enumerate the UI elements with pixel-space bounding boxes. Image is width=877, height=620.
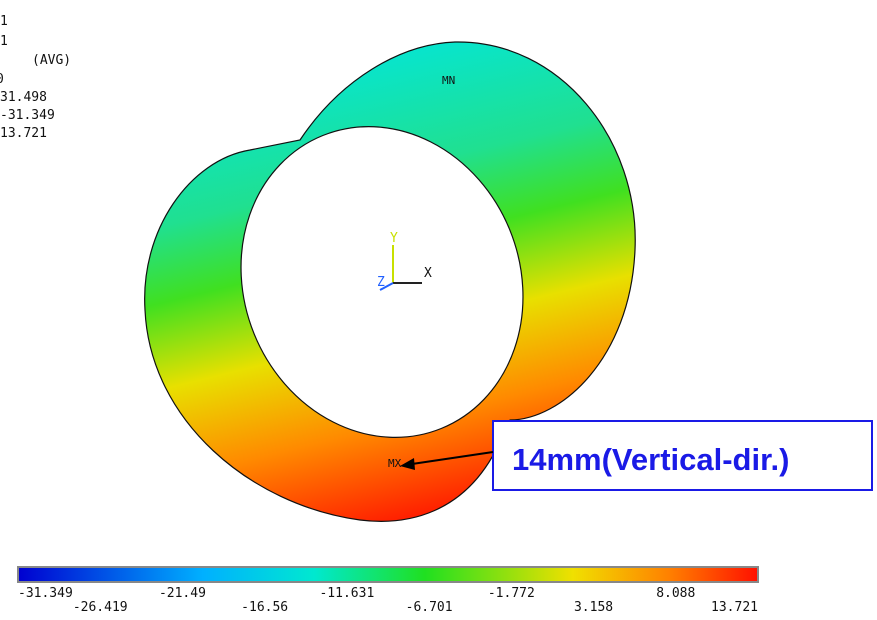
header-line: 1 [0,34,8,49]
axis-label: Y [390,231,398,246]
legend-label: -31.349 [18,586,73,601]
legend-label: 13.721 [711,600,758,615]
legend-label: -21.49 [159,586,206,601]
legend-label: -6.701 [406,600,453,615]
header-line: (AVG) [32,53,71,68]
annotation-text: 14mm(Vertical-dir.) [512,442,789,477]
legend-label: -11.631 [319,586,374,601]
header-line: 31.498 [0,90,47,105]
legend-label: 8.088 [656,586,695,601]
axis-label: Z [377,275,385,290]
header-line: 1 [0,14,8,29]
legend-label: -26.419 [73,600,128,615]
color-legend: -31.349-26.419 -21.49 -16.56 -11.631 -6.701 -… [18,567,758,615]
axis-label: X [424,266,432,281]
legend-label: -16.56 [241,600,288,615]
header-line: -31.349 [0,108,55,123]
legend-label: 3.158 [574,600,613,615]
legend-label: -1.772 [488,586,535,601]
screen: 1 1 (AVG) 0 31.498 -31.349 13.721 Y X Z … [0,0,877,620]
min-label: MN [442,74,455,87]
color-bar [18,567,758,582]
max-label: MX [388,457,402,470]
header-line: 0 [0,72,4,87]
header-text: 1 1 (AVG) 0 31.498 -31.349 13.721 [0,14,71,141]
header-line: 13.721 [0,126,47,141]
